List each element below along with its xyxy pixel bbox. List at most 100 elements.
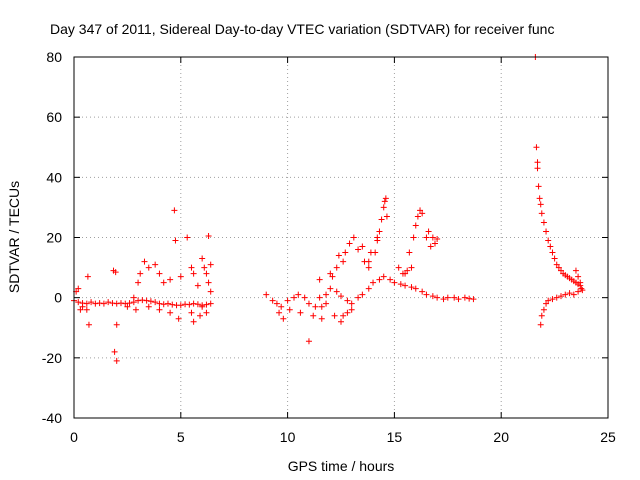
data-point [423, 291, 430, 298]
data-point [75, 299, 82, 306]
data-point [534, 159, 541, 166]
y-tick-label: 20 [46, 230, 62, 246]
data-point [135, 297, 142, 304]
y-tick-label: 80 [46, 49, 62, 65]
data-point [172, 237, 179, 244]
data-point [297, 309, 304, 316]
data-point [350, 234, 357, 241]
data-point [199, 303, 206, 310]
data-point [141, 258, 148, 265]
data-point [545, 237, 552, 244]
data-point [156, 306, 163, 313]
data-point [327, 270, 334, 277]
data-point [374, 234, 381, 241]
data-point [419, 288, 426, 295]
data-point [376, 228, 383, 235]
data-point [543, 300, 550, 307]
data-point [83, 300, 90, 307]
data-point [555, 264, 562, 271]
data-point [203, 309, 210, 316]
data-point [143, 297, 150, 304]
data-point [359, 291, 366, 298]
data-point [167, 309, 174, 316]
data-point [451, 294, 458, 301]
data-point [199, 255, 206, 262]
data-point [338, 293, 344, 300]
data-point [175, 315, 182, 322]
data-point [77, 306, 84, 313]
data-point [194, 282, 201, 289]
data-point [164, 300, 171, 307]
x-axis-label: GPS time / hours [288, 458, 395, 474]
data-point [553, 261, 560, 268]
data-point [190, 318, 197, 325]
data-point [160, 301, 167, 308]
data-point [124, 303, 131, 310]
data-point [382, 195, 389, 202]
data-point [190, 300, 197, 307]
data-point [558, 267, 565, 274]
data-point [410, 234, 417, 241]
data-point [461, 294, 468, 301]
data-point [295, 291, 302, 298]
data-point [344, 309, 351, 316]
data-point [323, 291, 330, 298]
y-tick-label: -20 [42, 350, 62, 366]
data-point [434, 236, 441, 243]
data-point [549, 296, 556, 303]
data-point [387, 276, 394, 283]
data-point [79, 303, 86, 310]
data-point [278, 303, 285, 310]
data-point [414, 213, 421, 220]
plot-frame [73, 56, 609, 419]
data-point [340, 258, 347, 265]
data-point [329, 273, 336, 280]
data-point [367, 249, 374, 256]
data-point [112, 269, 119, 276]
data-point [340, 312, 347, 319]
data-point [536, 195, 543, 202]
data-point [540, 219, 547, 226]
data-point [348, 306, 355, 313]
y-tick-label: 0 [54, 290, 62, 306]
data-point [331, 312, 338, 319]
data-point [291, 294, 298, 301]
data-point [207, 288, 214, 295]
data-point [75, 285, 82, 292]
data-point [402, 282, 409, 289]
y-axis-label: SDTVAR / TECUs [6, 181, 22, 293]
data-point [404, 267, 411, 274]
data-point [318, 303, 325, 310]
data-point [431, 240, 438, 247]
data-point [205, 232, 212, 239]
data-point [376, 276, 383, 283]
data-point [269, 297, 276, 304]
data-point [380, 204, 387, 211]
data-point [383, 213, 390, 220]
y-tick-label: 60 [46, 109, 62, 125]
data-point [312, 303, 319, 310]
data-point [365, 285, 372, 292]
data-point [126, 300, 133, 307]
data-point [305, 300, 312, 307]
data-point [318, 315, 325, 322]
data-point [113, 357, 120, 364]
data-point [370, 279, 377, 286]
data-point [380, 273, 387, 280]
data-point [327, 285, 334, 292]
data-point [122, 300, 129, 307]
y-tick-label: -40 [42, 410, 62, 426]
data-point [83, 306, 90, 313]
data-point [381, 198, 388, 205]
data-point [203, 301, 210, 308]
data-point [117, 300, 124, 307]
data-point [160, 279, 167, 286]
data-point [391, 279, 398, 286]
data-point [139, 297, 146, 304]
data-point [335, 252, 342, 259]
data-point [395, 264, 402, 271]
data-point [197, 312, 204, 319]
x-tick-label: 25 [600, 429, 616, 445]
data-point [412, 285, 419, 292]
